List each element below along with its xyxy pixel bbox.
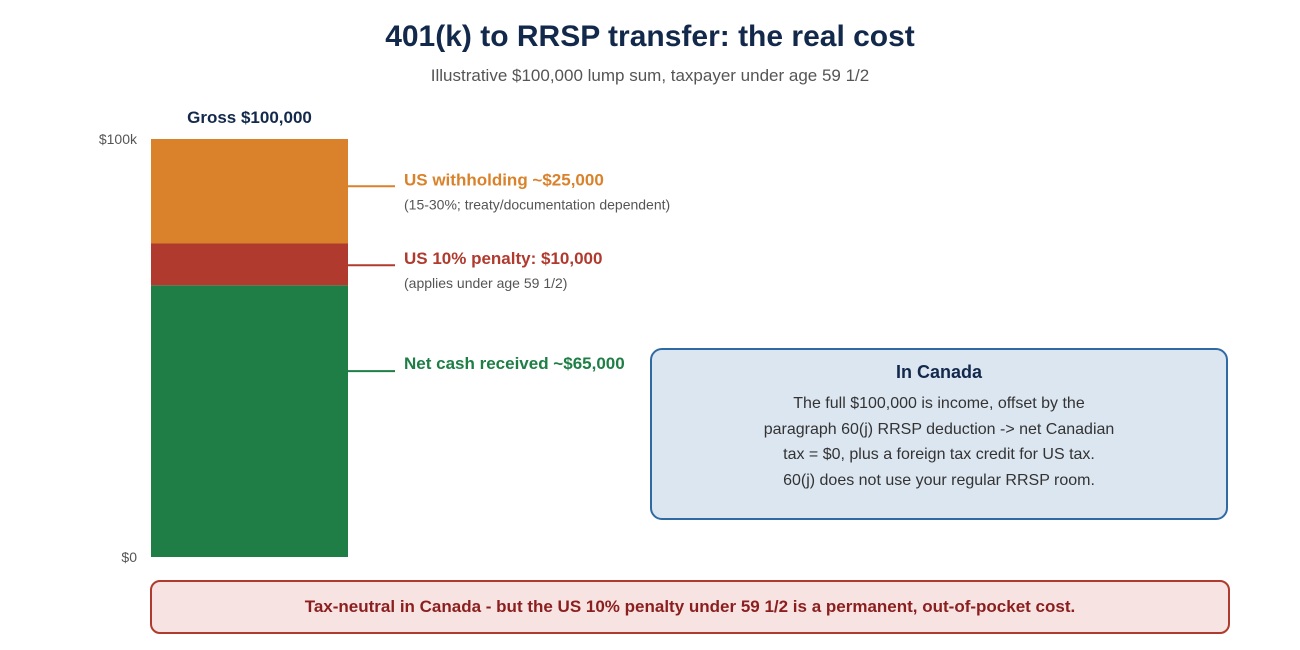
segment-note: (15-30%; treaty/documentation dependent) [404, 196, 670, 212]
callout-line: The full $100,000 is income, offset by t… [793, 395, 1085, 412]
callout-line: 60(j) does not use your regular RRSP roo… [783, 471, 1095, 489]
callout-title: In Canada [895, 362, 983, 382]
callout-line: paragraph 60(j) RRSP deduction -> net Ca… [763, 420, 1115, 438]
segment-label: US withholding ~$25,000 [404, 170, 604, 189]
footer-text: Tax-neutral in Canada - but the US 10% p… [304, 597, 1076, 616]
bar-segment [151, 139, 348, 244]
bar-category-label: Gross $100,000 [187, 108, 312, 127]
segment-label: Net cash received ~$65,000 [404, 354, 625, 373]
y-tick-label: $0 [121, 549, 137, 565]
chart-title: 401(k) to RRSP transfer: the real cost [385, 20, 915, 53]
footer-banner: Tax-neutral in Canada - but the US 10% p… [150, 580, 1230, 634]
canada-callout: In Canada The full $100,000 is income, o… [650, 348, 1228, 520]
bar-segment [151, 285, 348, 557]
chart-subtitle: Illustrative $100,000 lump sum, taxpayer… [430, 66, 870, 85]
callout-line: tax = $0, plus a foreign tax credit for … [783, 446, 1095, 463]
callout-body: The full $100,000 is income, offset by t… [652, 391, 1226, 493]
segment-label: US 10% penalty: $10,000 [404, 249, 602, 268]
segment-note: (applies under age 59 1/2) [404, 275, 567, 291]
y-tick-label: $100k [99, 131, 138, 147]
bar-segment [151, 243, 348, 286]
